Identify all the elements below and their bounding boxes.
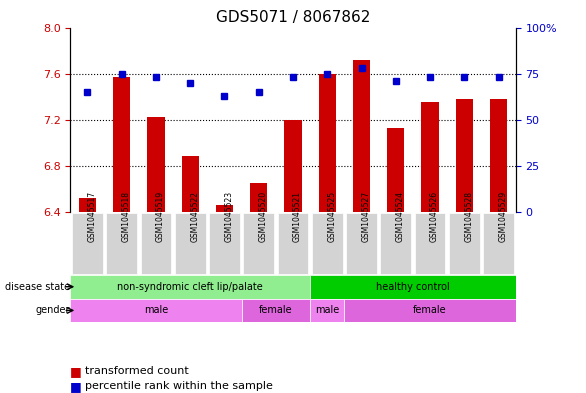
Bar [421,102,438,212]
Bar [490,99,507,212]
Bar [310,299,345,322]
FancyBboxPatch shape [278,213,308,274]
Text: gender: gender [36,305,70,316]
Text: ■: ■ [70,365,82,378]
FancyBboxPatch shape [72,213,103,274]
Bar [456,99,473,212]
Text: male: male [315,305,339,316]
Bar [148,118,165,212]
Bar [310,275,516,299]
Text: GSM1045520: GSM1045520 [259,191,268,242]
Text: GSM1045529: GSM1045529 [499,191,507,242]
Bar [79,198,96,212]
Bar [113,77,130,212]
Bar [70,299,241,322]
Title: GDS5071 / 8067862: GDS5071 / 8067862 [216,10,370,25]
Text: ■: ■ [70,380,82,393]
FancyBboxPatch shape [449,213,480,274]
Text: healthy control: healthy control [376,282,450,292]
Bar [70,275,310,299]
Text: GSM1045526: GSM1045526 [430,191,439,242]
Text: percentile rank within the sample: percentile rank within the sample [85,381,273,391]
Text: GSM1045523: GSM1045523 [224,191,233,242]
Text: GSM1045525: GSM1045525 [327,191,336,242]
FancyBboxPatch shape [346,213,377,274]
FancyBboxPatch shape [415,213,445,274]
FancyBboxPatch shape [483,213,514,274]
FancyBboxPatch shape [312,213,343,274]
Bar [345,299,516,322]
FancyBboxPatch shape [141,213,171,274]
Text: non-syndromic cleft lip/palate: non-syndromic cleft lip/palate [117,282,263,292]
FancyBboxPatch shape [243,213,274,274]
Text: GSM1045527: GSM1045527 [362,191,370,242]
Text: GSM1045519: GSM1045519 [156,191,165,242]
Text: GSM1045528: GSM1045528 [464,191,473,242]
FancyBboxPatch shape [106,213,137,274]
Bar [387,128,404,212]
Bar [319,73,336,212]
Bar [216,205,233,212]
Text: male: male [144,305,168,316]
Text: GSM1045521: GSM1045521 [293,191,302,242]
Text: transformed count: transformed count [85,366,189,376]
Bar [241,299,310,322]
FancyBboxPatch shape [380,213,411,274]
Text: female: female [259,305,292,316]
Text: GSM1045522: GSM1045522 [190,191,199,242]
Bar [182,156,199,212]
FancyBboxPatch shape [209,213,240,274]
Text: GSM1045517: GSM1045517 [87,191,97,242]
Text: disease state: disease state [5,282,70,292]
FancyBboxPatch shape [175,213,206,274]
Text: GSM1045518: GSM1045518 [122,191,131,242]
Bar [250,183,267,212]
Bar [353,60,370,212]
Text: female: female [413,305,447,316]
Bar [284,119,302,212]
Text: GSM1045524: GSM1045524 [396,191,405,242]
